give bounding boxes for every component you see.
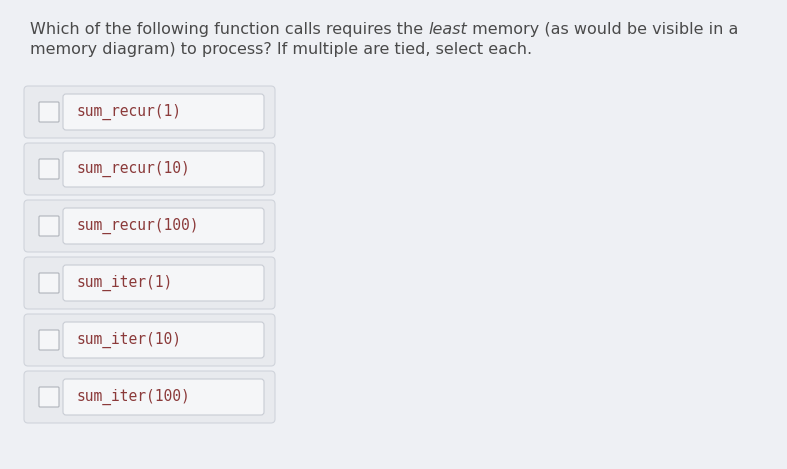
FancyBboxPatch shape (24, 143, 275, 195)
FancyBboxPatch shape (39, 330, 59, 350)
FancyBboxPatch shape (63, 265, 264, 301)
FancyBboxPatch shape (39, 273, 59, 293)
FancyBboxPatch shape (39, 387, 59, 407)
FancyBboxPatch shape (63, 208, 264, 244)
Text: sum_recur(100): sum_recur(100) (76, 218, 198, 234)
FancyBboxPatch shape (24, 86, 275, 138)
FancyBboxPatch shape (63, 322, 264, 358)
FancyBboxPatch shape (39, 216, 59, 236)
Text: sum_iter(1): sum_iter(1) (76, 275, 172, 291)
Text: memory (as would be visible in a: memory (as would be visible in a (467, 22, 738, 37)
Text: sum_iter(100): sum_iter(100) (76, 389, 190, 405)
FancyBboxPatch shape (39, 159, 59, 179)
FancyBboxPatch shape (24, 371, 275, 423)
FancyBboxPatch shape (63, 379, 264, 415)
Text: sum_recur(1): sum_recur(1) (76, 104, 181, 120)
FancyBboxPatch shape (24, 257, 275, 309)
FancyBboxPatch shape (24, 314, 275, 366)
FancyBboxPatch shape (63, 151, 264, 187)
FancyBboxPatch shape (24, 200, 275, 252)
FancyBboxPatch shape (39, 102, 59, 122)
Text: Which of the following function calls requires the: Which of the following function calls re… (30, 22, 428, 37)
Text: sum_recur(10): sum_recur(10) (76, 161, 190, 177)
Text: sum_iter(10): sum_iter(10) (76, 332, 181, 348)
Text: least: least (428, 22, 467, 37)
Text: memory diagram) to process? If multiple are tied, select each.: memory diagram) to process? If multiple … (30, 42, 532, 57)
FancyBboxPatch shape (63, 94, 264, 130)
